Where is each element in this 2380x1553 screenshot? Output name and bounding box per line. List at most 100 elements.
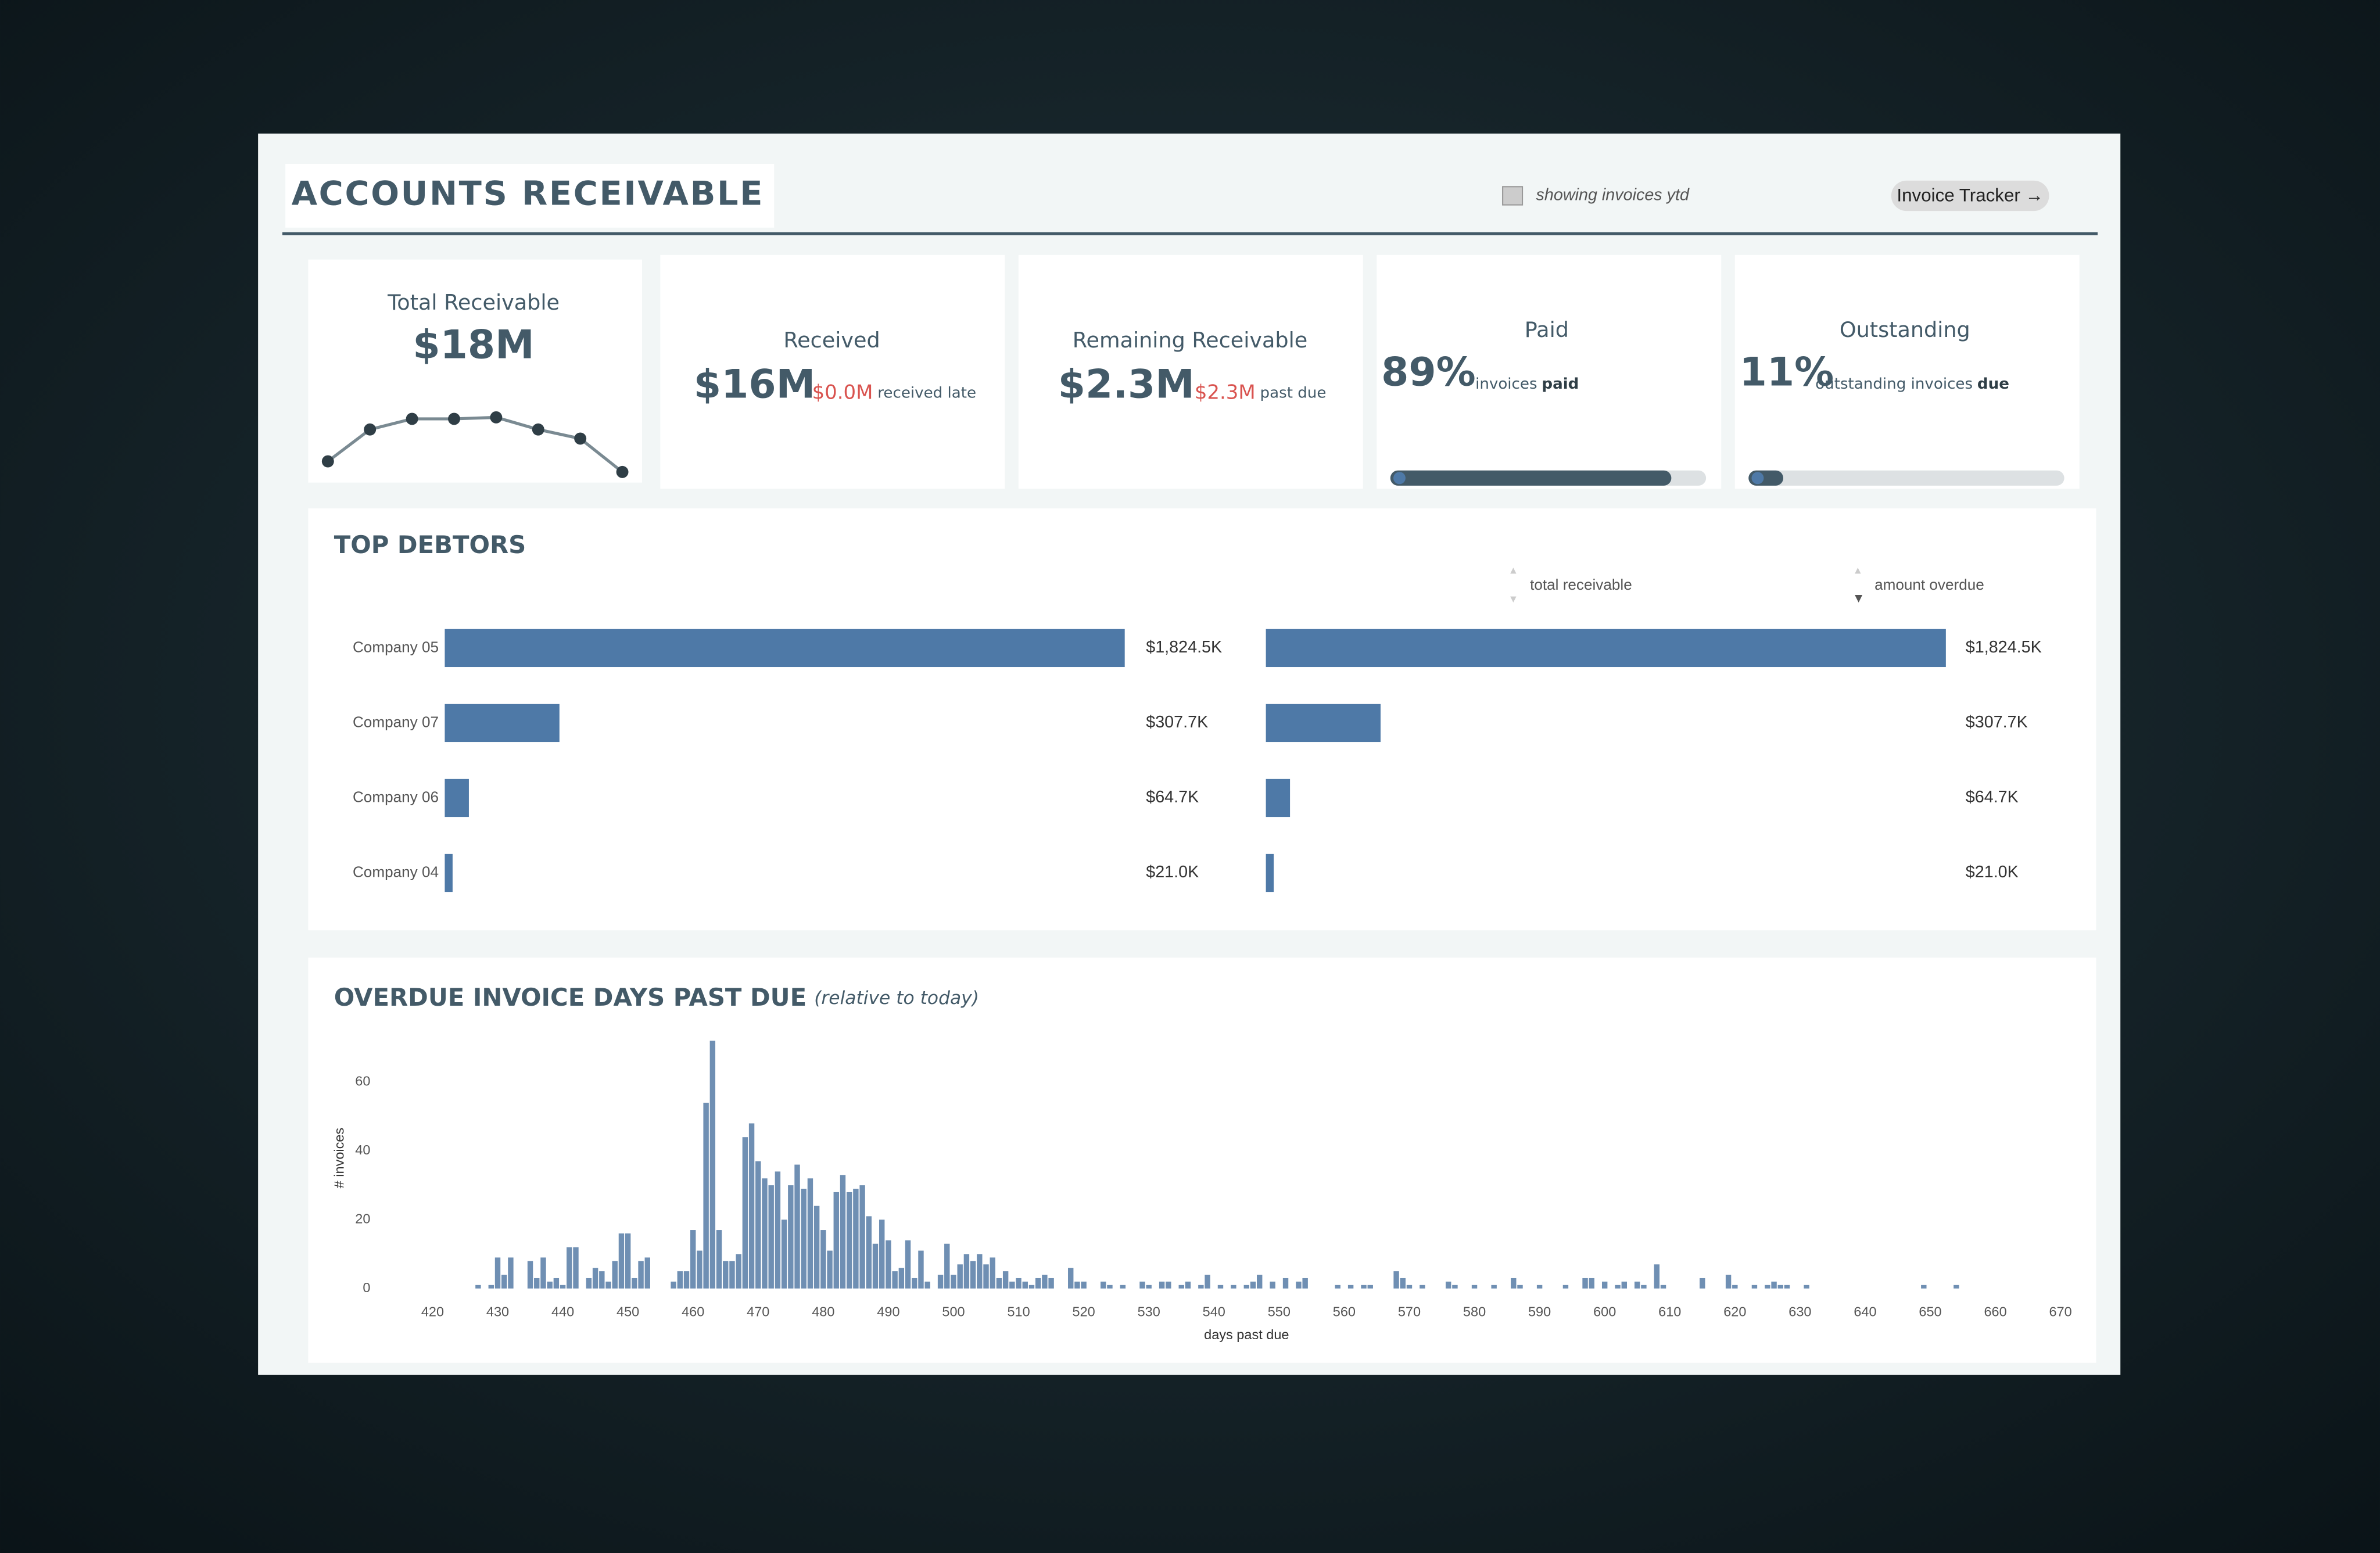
x-tick-label: 430 <box>486 1304 509 1319</box>
tracker-button-label[interactable]: Invoice Tracker → <box>1897 185 2043 206</box>
sort-arrows[interactable] <box>1855 567 1861 574</box>
histogram-bar <box>755 1161 761 1289</box>
bar <box>1266 629 1946 668</box>
histogram-bar <box>1016 1278 1021 1289</box>
sparkline-point <box>616 465 629 478</box>
histogram-bar <box>1654 1264 1660 1289</box>
histogram-bar <box>813 1206 820 1289</box>
kpi-note: outstanding invoices due <box>1815 375 2009 392</box>
filter-icon <box>1502 186 1524 206</box>
histogram-bar <box>918 1250 924 1289</box>
histogram-bar <box>1296 1281 1302 1289</box>
histogram-bar <box>716 1230 722 1289</box>
histogram-bar <box>957 1264 963 1289</box>
histogram-bar <box>1361 1285 1367 1289</box>
card <box>308 957 2096 1363</box>
histogram-bar <box>1243 1285 1250 1289</box>
histogram-bar <box>644 1257 650 1289</box>
bar <box>1266 779 1291 817</box>
histogram-bar <box>1517 1285 1523 1289</box>
column-header: total receivable <box>1530 576 1632 593</box>
value-label: $21.0K <box>1966 863 2019 881</box>
histogram-bar <box>1081 1281 1087 1289</box>
x-tick-label: 560 <box>1333 1304 1356 1319</box>
histogram-bar <box>683 1271 690 1289</box>
histogram-bar <box>886 1240 891 1289</box>
chart-subtitle: (relative to today) <box>814 988 979 1009</box>
histogram-bar <box>820 1230 826 1289</box>
x-tick-label: 670 <box>2049 1304 2072 1319</box>
histogram-bar <box>1406 1285 1413 1289</box>
histogram-bar <box>912 1278 917 1289</box>
histogram-bar <box>1635 1281 1640 1289</box>
histogram-bar <box>1641 1285 1647 1289</box>
x-tick-label: 480 <box>812 1304 834 1319</box>
x-tick-label: 520 <box>1073 1304 1095 1319</box>
kpi-late-note: received late <box>877 384 976 401</box>
page-title: ACCOUNTS RECEIVABLE <box>292 174 765 213</box>
histogram-bar <box>781 1220 787 1289</box>
histogram-bar <box>1400 1278 1406 1289</box>
histogram-bar <box>892 1271 898 1289</box>
category-label: Company 06 <box>353 788 439 805</box>
histogram-bar <box>833 1192 839 1289</box>
progress-fill <box>1390 470 1672 486</box>
histogram-bar <box>1601 1281 1608 1289</box>
histogram-bar <box>951 1275 956 1289</box>
kpi-title: Remaining Receivable <box>1073 328 1308 353</box>
tracker-button[interactable] <box>1891 180 2049 211</box>
histogram-bar <box>963 1254 970 1289</box>
histogram-bar <box>970 1261 976 1289</box>
histogram-bar <box>1217 1285 1224 1289</box>
histogram-bar <box>905 1240 911 1289</box>
sort-arrows[interactable] <box>1855 594 1863 603</box>
histogram-bar <box>944 1243 950 1289</box>
histogram-bar <box>1751 1285 1758 1289</box>
histogram-bar <box>990 1257 995 1289</box>
y-tick-label: 40 <box>355 1142 370 1157</box>
histogram-bar <box>1615 1285 1621 1289</box>
value-label: $64.7K <box>1146 788 1199 806</box>
histogram-bar <box>553 1278 560 1289</box>
histogram-bar <box>508 1257 514 1289</box>
x-tick-label: 580 <box>1463 1304 1486 1319</box>
bar <box>445 853 453 892</box>
histogram-bar <box>827 1250 833 1289</box>
histogram-bar <box>1205 1275 1210 1289</box>
x-tick-label: 470 <box>747 1304 769 1319</box>
kpi-title: Total Receivable <box>387 290 560 315</box>
kpi-note-strong: paid <box>1542 375 1579 392</box>
kpi-note: $0.0M received late <box>812 381 977 404</box>
kpi-value: 89% <box>1381 350 1476 396</box>
histogram-bar <box>1159 1281 1165 1289</box>
column-header: amount overdue <box>1874 576 1984 593</box>
histogram-bar <box>612 1261 618 1289</box>
histogram-bar <box>1784 1285 1790 1289</box>
histogram-bar <box>983 1264 989 1289</box>
histogram-bar <box>742 1137 748 1289</box>
kpi-note: invoices paid <box>1475 375 1579 392</box>
histogram-bar <box>1732 1285 1738 1289</box>
kpi-title: Paid <box>1525 317 1569 342</box>
histogram-bar <box>1009 1281 1015 1289</box>
category-label: Company 05 <box>353 638 439 655</box>
histogram-bar <box>1120 1285 1126 1289</box>
histogram-bar <box>879 1220 885 1289</box>
histogram-bar <box>1367 1285 1373 1289</box>
kpi-late-value: $0.0M <box>812 381 873 404</box>
histogram-bar <box>1582 1278 1588 1289</box>
card <box>308 259 643 483</box>
sparkline-point <box>406 413 418 425</box>
histogram-bar <box>1068 1268 1074 1289</box>
sparkline-point <box>321 455 334 468</box>
sparkline-point <box>532 423 544 436</box>
histogram-bar <box>488 1285 494 1289</box>
histogram-bar <box>801 1189 807 1289</box>
histogram-bar <box>1771 1281 1777 1289</box>
histogram-bar <box>586 1278 592 1289</box>
kpi-late-note: past due <box>1260 384 1327 401</box>
histogram-bar <box>1700 1278 1705 1289</box>
card <box>308 508 2096 931</box>
kpi-title: Received <box>783 328 880 353</box>
sparkline-point <box>574 432 587 445</box>
